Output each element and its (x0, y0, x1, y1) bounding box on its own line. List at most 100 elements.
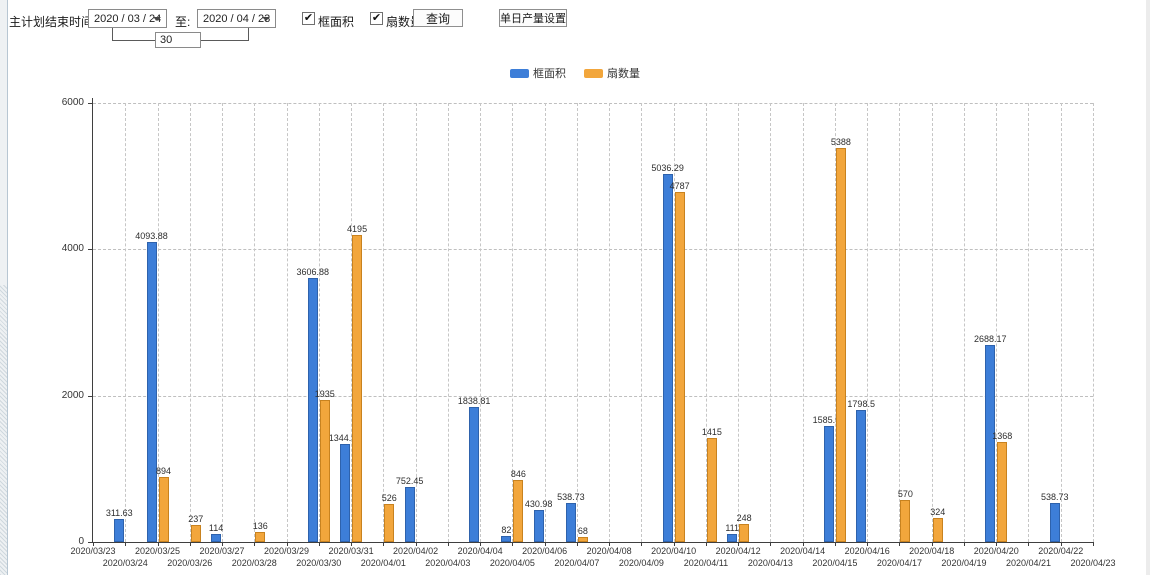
interval-connector-right (201, 28, 249, 41)
y-axis-tick-label: 6000 (61, 97, 84, 108)
x-tick-mark (963, 542, 965, 546)
x-gridline (963, 103, 965, 542)
x-axis-tick-label: 2020/03/26 (167, 558, 213, 568)
x-tick-mark (1060, 542, 1062, 546)
bar-value-label: 237 (188, 514, 204, 524)
x-gridline (867, 103, 869, 542)
x-gridline (738, 103, 740, 542)
to-label: 至: (175, 15, 191, 29)
end-date-value: 2020 / 04 / 23 (203, 12, 271, 25)
x-tick-mark (189, 542, 191, 546)
x-gridline (705, 103, 707, 542)
legend-label: 框面积 (533, 68, 566, 80)
chart-bar-frame-area (114, 519, 125, 542)
bar-value-label: 2688.17 (973, 334, 1007, 344)
frame-area-checkbox[interactable]: ✔ (302, 12, 315, 25)
bar-value-label: 3606.88 (296, 267, 330, 277)
x-axis-tick-label: 2020/04/04 (457, 546, 503, 556)
start-date-picker[interactable]: 2020 / 03 / 24 (88, 9, 167, 28)
x-gridline (641, 103, 643, 542)
y-axis-line (92, 98, 93, 542)
bar-value-label: 538.73 (557, 492, 585, 502)
chart-bar-frame-area (469, 407, 480, 542)
x-axis-line (92, 542, 1093, 543)
bar-value-label: 1585.96 (812, 415, 846, 425)
x-axis-tick-label: 2020/03/31 (328, 546, 374, 556)
y-tick-mark (88, 542, 93, 543)
chart-bar-fan-quantity (158, 477, 169, 542)
bar-value-label: 752.45 (395, 476, 424, 486)
x-axis-tick-label: 2020/04/09 (618, 558, 664, 568)
x-tick-mark (576, 542, 578, 546)
x-tick-mark (770, 542, 772, 546)
x-gridline (834, 103, 836, 542)
chart-bar-fan-quantity (190, 525, 201, 542)
bar-value-label: 68 (577, 526, 588, 536)
x-tick-mark (286, 542, 288, 546)
chart-bar-fan-quantity (384, 504, 395, 542)
start-date-dropdown-arrow-icon[interactable] (153, 17, 161, 21)
legend-item-fan-quantity[interactable]: 扇数量 (584, 65, 640, 81)
interval-connector-left (112, 28, 156, 41)
x-axis-tick-label: 2020/04/13 (747, 558, 793, 568)
x-tick-mark (1093, 542, 1094, 546)
y-axis-tick-label: 0 (78, 536, 84, 547)
y-tick-mark (88, 395, 93, 397)
interval-days-input[interactable]: 30 (155, 32, 201, 48)
x-axis-tick-label: 2020/04/02 (393, 546, 439, 556)
x-tick-mark (1028, 542, 1030, 546)
x-axis-tick-label: 2020/03/24 (102, 558, 148, 568)
bar-value-label: 136 (252, 521, 268, 531)
x-tick-mark (802, 542, 804, 546)
x-axis-tick-label: 2020/04/12 (715, 546, 761, 556)
x-tick-mark (415, 542, 417, 546)
x-gridline (770, 103, 772, 542)
x-gridline (318, 103, 320, 542)
x-gridline (802, 103, 804, 542)
bar-value-label: 1368 (992, 431, 1013, 441)
x-tick-mark (383, 542, 385, 546)
chart-bar-frame-area (565, 503, 576, 542)
fan-quantity-checkbox[interactable]: ✔ (370, 12, 383, 25)
bar-value-label: 538.73 (1040, 492, 1069, 502)
x-axis-tick-label: 2020/04/07 (554, 558, 600, 568)
x-tick-mark (673, 542, 675, 546)
bar-value-label: 846 (510, 469, 526, 479)
frame-area-checkbox-label: 框面积 (318, 15, 355, 29)
daily-output-settings-button[interactable]: 单日产量设置 (499, 9, 567, 27)
y-gridline (93, 395, 1093, 397)
x-gridline (673, 103, 675, 542)
x-axis-tick-label: 2020/03/25 (134, 546, 181, 556)
chart-bar-frame-area (662, 174, 673, 542)
chart-bar-fan-quantity (577, 537, 588, 542)
x-axis-tick-label: 2020/03/28 (231, 558, 277, 568)
bar-value-label: 111 (725, 523, 739, 533)
chart-bar-frame-area (727, 534, 738, 542)
end-date-dropdown-arrow-icon[interactable] (262, 17, 270, 21)
check-icon: ✔ (371, 12, 382, 24)
x-axis-tick-label: 2020/04/16 (844, 546, 890, 556)
chart-bar-frame-area (856, 410, 867, 542)
bar-value-label: 82 (501, 525, 512, 535)
x-tick-mark (609, 542, 611, 546)
x-gridline (1093, 103, 1094, 542)
x-gridline (1060, 103, 1062, 542)
x-gridline (609, 103, 611, 542)
x-tick-mark (125, 542, 127, 546)
x-axis-tick-label: 2020/04/01 (360, 558, 406, 568)
x-gridline (899, 103, 901, 542)
x-axis-tick-label: 2020/04/11 (683, 558, 729, 568)
end-time-label: 主计划结束时间: (9, 15, 97, 29)
query-button[interactable]: 查询 (413, 9, 463, 27)
x-tick-mark (834, 542, 836, 546)
bar-value-label: 4093.88 (135, 231, 168, 241)
end-date-picker[interactable]: 2020 / 04 / 23 (197, 9, 276, 28)
chart-bar-frame-area (1049, 503, 1060, 542)
legend-item-frame-area[interactable]: 框面积 (510, 65, 566, 81)
x-gridline (480, 103, 482, 542)
x-tick-mark (157, 542, 159, 546)
x-tick-mark (899, 542, 901, 546)
x-gridline (383, 103, 385, 542)
x-axis-tick-label: 2020/04/23 (1070, 558, 1116, 568)
